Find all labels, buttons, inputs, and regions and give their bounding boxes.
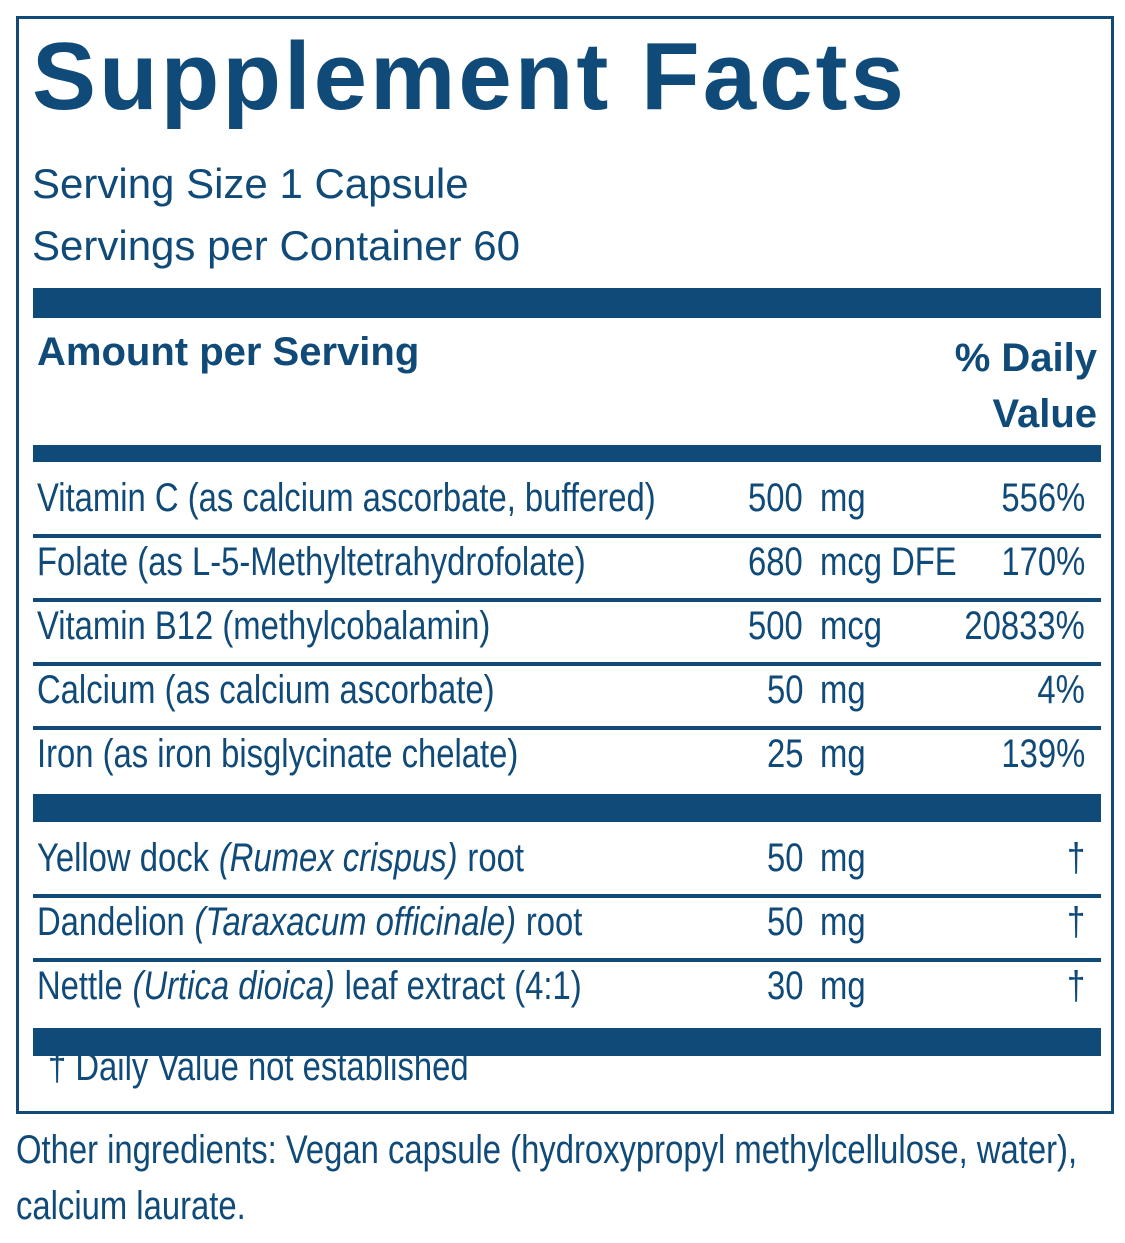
amount: 680 bbox=[748, 540, 803, 584]
unit: mg bbox=[820, 964, 866, 1008]
ingredient-name: Yellow dock (Rumex crispus) root bbox=[37, 836, 524, 881]
unit: mg bbox=[820, 476, 866, 520]
row-divider bbox=[33, 534, 1101, 538]
amount: 50 bbox=[766, 668, 803, 712]
unit: mg bbox=[820, 732, 866, 776]
footnote: † Daily Value not established bbox=[48, 1045, 469, 1089]
row-divider bbox=[33, 662, 1101, 666]
name-part: Vitamin B12 (methylcobalamin) bbox=[37, 604, 491, 648]
name-part: Iron (as iron bisglycinate chelate) bbox=[37, 732, 519, 776]
serving-size: Serving Size 1 Capsule bbox=[32, 160, 469, 207]
name-part: (Taraxacum officinale) bbox=[194, 900, 517, 944]
name-part: Dandelion bbox=[37, 900, 185, 944]
daily-value: † bbox=[1066, 836, 1085, 880]
ingredient-name: Vitamin B12 (methylcobalamin) bbox=[37, 604, 490, 649]
daily-value: † bbox=[1066, 964, 1085, 1008]
ingredient-name: Iron (as iron bisglycinate chelate) bbox=[37, 732, 518, 777]
name-part: root bbox=[525, 900, 583, 944]
unit: mg bbox=[820, 836, 866, 880]
name-part: root bbox=[467, 836, 524, 880]
name-part: (Urtica dioica) bbox=[132, 964, 335, 1008]
other-ingredients: Other ingredients: Vegan capsule (hydrox… bbox=[16, 1128, 1078, 1228]
amount-header: Amount per Serving bbox=[37, 330, 420, 374]
row-divider bbox=[33, 958, 1101, 962]
name-part: Nettle bbox=[37, 964, 123, 1008]
thick-bar bbox=[33, 288, 1101, 318]
daily-value: 170% bbox=[1001, 540, 1085, 584]
ingredient-name: Vitamin C (as calcium ascorbate, buffere… bbox=[37, 476, 656, 521]
ingredient-name: Dandelion (Taraxacum officinale) root bbox=[37, 900, 582, 945]
thick-bar bbox=[33, 794, 1101, 822]
ingredient-name: Nettle (Urtica dioica) leaf extract (4:1) bbox=[37, 964, 582, 1009]
label-box bbox=[16, 16, 1114, 1114]
amount: 500 bbox=[748, 604, 803, 648]
name-part: Vitamin C (as calcium ascorbate, buffere… bbox=[37, 476, 656, 520]
unit: mcg bbox=[820, 604, 882, 648]
unit: mg bbox=[820, 668, 866, 712]
row-divider bbox=[33, 726, 1101, 730]
title: Supplement Facts bbox=[32, 23, 907, 130]
row-divider bbox=[33, 598, 1101, 602]
name-part: (Rumex crispus) bbox=[218, 836, 458, 880]
ingredient-name: Calcium (as calcium ascorbate) bbox=[37, 668, 495, 713]
thick-bar bbox=[33, 445, 1101, 462]
daily-value: † bbox=[1066, 900, 1085, 944]
unit: mg bbox=[820, 900, 866, 944]
amount: 25 bbox=[766, 732, 803, 776]
daily-value-header: % Daily Value bbox=[954, 336, 1097, 436]
amount: 500 bbox=[748, 476, 803, 520]
thick-bar bbox=[33, 1028, 1101, 1056]
name-part: Calcium (as calcium ascorbate) bbox=[37, 668, 495, 712]
ingredient-name: Folate (as L-5-Methyltetrahydrofolate) bbox=[37, 540, 586, 585]
daily-value: 20833% bbox=[964, 604, 1085, 648]
unit: mcg DFE bbox=[820, 540, 957, 584]
daily-value: 139% bbox=[1001, 732, 1085, 776]
amount: 30 bbox=[766, 964, 803, 1008]
amount: 50 bbox=[766, 900, 803, 944]
amount: 50 bbox=[766, 836, 803, 880]
daily-value: 556% bbox=[1001, 476, 1085, 520]
name-part: leaf extract (4:1) bbox=[344, 964, 582, 1008]
name-part: Folate (as L-5-Methyltetrahydrofolate) bbox=[37, 540, 586, 584]
servings-per-container: Servings per Container 60 bbox=[32, 222, 520, 269]
row-divider bbox=[33, 894, 1101, 898]
name-part: Yellow dock bbox=[37, 836, 210, 880]
daily-value: 4% bbox=[1037, 668, 1085, 712]
